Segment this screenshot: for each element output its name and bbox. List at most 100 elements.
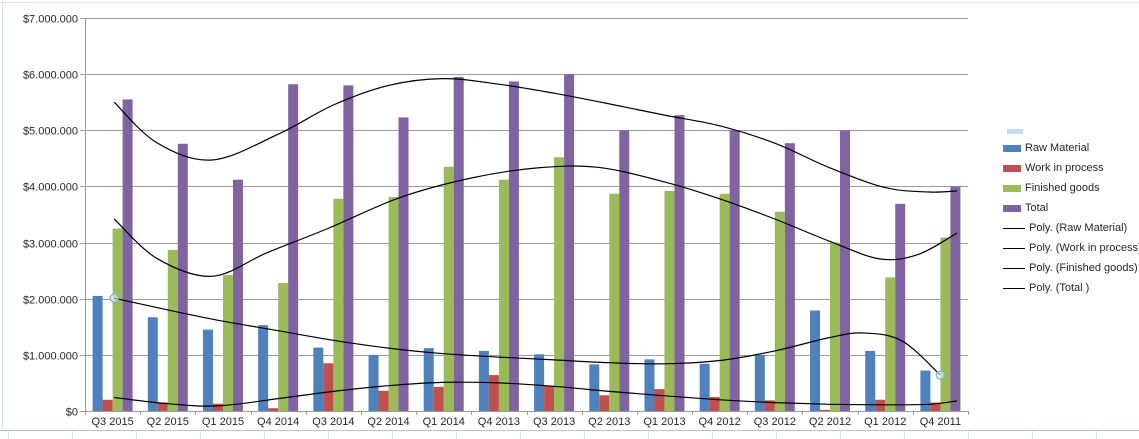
bar-total-q4-2012[interactable] (729, 130, 740, 412)
trendline-poly-total[interactable] (113, 77, 958, 193)
x-axis-label[interactable]: Q3 2013 (533, 416, 575, 428)
x-axis-label[interactable]: Q4 2012 (699, 416, 741, 428)
bar-total-q3-2015[interactable] (122, 99, 133, 412)
y-axis-label[interactable]: $6.000.000 (23, 70, 78, 82)
bar-total-q2-2012[interactable] (840, 130, 851, 412)
bar-raw-material-q4-2012[interactable] (699, 363, 710, 411)
x-axis-label[interactable]: Q3 2014 (312, 416, 354, 428)
legend-item-poly-finished-goods[interactable]: Poly. (Finished goods) (1003, 258, 1139, 278)
bar-raw-material-q4-2011[interactable] (920, 370, 931, 411)
bar-raw-material-q4-2013[interactable] (478, 350, 489, 411)
bar-total-q1-2015[interactable] (232, 179, 243, 411)
trendline-poly-raw-material[interactable] (114, 297, 941, 376)
legend-item-work-in-process[interactable]: Work in process (1003, 158, 1139, 178)
bar-work-in-process-q3-2014[interactable] (323, 363, 334, 411)
bar-total-q1-2014[interactable] (453, 76, 464, 411)
legend-item-total[interactable]: Total (1003, 198, 1139, 218)
bar-total-q1-2012[interactable] (895, 203, 906, 411)
bar-work-in-process-q2-2012[interactable] (820, 409, 831, 411)
bar-raw-material-q3-2015[interactable] (92, 295, 103, 411)
bar-work-in-process-q1-2014[interactable] (433, 386, 444, 411)
bar-work-in-process-q1-2015[interactable] (212, 403, 223, 411)
bar-work-in-process-q1-2012[interactable] (875, 399, 886, 411)
bar-work-in-process-q2-2013[interactable] (599, 395, 610, 411)
legend-item-poly-total[interactable]: Poly. (Total ) (1003, 278, 1139, 298)
bar-finished-goods-q4-2014[interactable] (278, 282, 289, 411)
bar-raw-material-q3-2013[interactable] (534, 354, 545, 411)
bar-finished-goods-q4-2011[interactable] (940, 237, 951, 411)
y-axis-label[interactable]: $2.000.000 (23, 295, 78, 307)
y-axis-label[interactable]: $1.000.000 (23, 351, 78, 363)
bar-work-in-process-q3-2013[interactable] (544, 385, 555, 411)
bar-work-in-process-q2-2014[interactable] (378, 390, 389, 411)
trendline-handle-end[interactable] (935, 370, 946, 380)
bar-finished-goods-q4-2012[interactable] (719, 193, 730, 411)
bar-total-q1-2013[interactable] (674, 115, 685, 412)
trendline-poly-finished-goods[interactable] (113, 165, 958, 277)
bar-finished-goods-q2-2015[interactable] (167, 249, 178, 411)
bar-raw-material-q3-2012[interactable] (754, 354, 765, 411)
x-axis-label[interactable]: Q1 2013 (643, 416, 685, 428)
bar-total-q2-2013[interactable] (619, 130, 630, 412)
bar-raw-material-q2-2015[interactable] (147, 317, 158, 411)
y-axis-label[interactable]: $5.000.000 (23, 126, 78, 138)
bar-total-q3-2014[interactable] (343, 85, 354, 411)
bar-work-in-process-q2-2015[interactable] (157, 402, 168, 411)
bar-work-in-process-q4-2012[interactable] (709, 396, 720, 411)
bar-finished-goods-q3-2013[interactable] (554, 157, 565, 411)
bar-raw-material-q1-2014[interactable] (423, 348, 434, 411)
bar-finished-goods-q1-2013[interactable] (664, 190, 675, 411)
x-axis-label[interactable]: Q1 2015 (202, 416, 244, 428)
bar-total-q3-2012[interactable] (784, 143, 795, 411)
x-axis-label[interactable]: Q1 2012 (864, 416, 906, 428)
bar-total-q4-2013[interactable] (508, 81, 519, 411)
bar-total-q2-2015[interactable] (177, 143, 188, 411)
x-axis-label[interactable]: Q3 2012 (754, 416, 796, 428)
bar-finished-goods-q3-2014[interactable] (333, 198, 344, 411)
y-axis-label[interactable]: $0 (66, 407, 78, 419)
bar-total-q4-2011[interactable] (950, 186, 961, 411)
bar-finished-goods-q1-2015[interactable] (222, 275, 233, 411)
bar-finished-goods-q4-2013[interactable] (498, 179, 509, 411)
bar-finished-goods-q2-2012[interactable] (830, 242, 841, 411)
x-axis-label[interactable]: Q2 2015 (147, 416, 189, 428)
y-axis-label[interactable]: $3.000.000 (23, 239, 78, 251)
legend-item-poly-work-in-process[interactable]: Poly. (Work in process) (1003, 238, 1139, 258)
y-axis-label[interactable]: $4.000.000 (23, 182, 78, 194)
legend-item-poly-raw-material[interactable]: Poly. (Raw Material) (1003, 218, 1139, 238)
bar-raw-material-q1-2015[interactable] (202, 329, 213, 411)
y-axis-label[interactable]: $7.000.000 (23, 14, 78, 26)
x-axis-label[interactable]: Q4 2014 (257, 416, 299, 428)
bar-total-q4-2014[interactable] (288, 84, 299, 412)
bar-finished-goods-q2-2013[interactable] (609, 193, 620, 411)
trendline-poly-work-in-process[interactable] (114, 381, 958, 407)
bar-work-in-process-q4-2013[interactable] (488, 375, 499, 411)
bar-raw-material-q4-2014[interactable] (258, 325, 269, 411)
x-axis-label[interactable]: Q2 2013 (588, 416, 630, 428)
bar-raw-material-q2-2013[interactable] (589, 364, 600, 411)
bar-raw-material-q3-2014[interactable] (313, 347, 324, 411)
bar-raw-material-q2-2014[interactable] (368, 354, 379, 411)
bar-total-q2-2014[interactable] (398, 117, 409, 411)
x-axis-label[interactable]: Q4 2011 (920, 416, 961, 428)
x-axis-label[interactable]: Q1 2014 (423, 416, 465, 428)
bar-finished-goods-q2-2014[interactable] (388, 197, 399, 411)
bar-work-in-process-q4-2011[interactable] (930, 402, 941, 411)
x-axis-label[interactable]: Q4 2013 (478, 416, 520, 428)
bar-work-in-process-q3-2015[interactable] (102, 399, 113, 411)
bar-total-q3-2013[interactable] (564, 74, 575, 412)
bar-finished-goods-q3-2012[interactable] (774, 211, 785, 411)
bar-finished-goods-q1-2012[interactable] (885, 277, 896, 411)
bar-work-in-process-q1-2013[interactable] (654, 389, 665, 411)
bar-raw-material-q1-2012[interactable] (865, 350, 876, 411)
legend-item-raw-material[interactable]: Raw Material (1003, 138, 1139, 158)
x-axis-label[interactable]: Q2 2014 (367, 416, 409, 428)
bar-raw-material-q2-2012[interactable] (810, 310, 821, 411)
bar-work-in-process-q3-2012[interactable] (764, 400, 775, 411)
x-axis-label[interactable]: Q2 2012 (809, 416, 851, 428)
bar-raw-material-q1-2013[interactable] (644, 359, 655, 411)
bar-work-in-process-q4-2014[interactable] (268, 408, 279, 411)
bar-finished-goods-q1-2014[interactable] (443, 166, 454, 411)
legend-item-finished-goods[interactable]: Finished goods (1003, 178, 1139, 198)
